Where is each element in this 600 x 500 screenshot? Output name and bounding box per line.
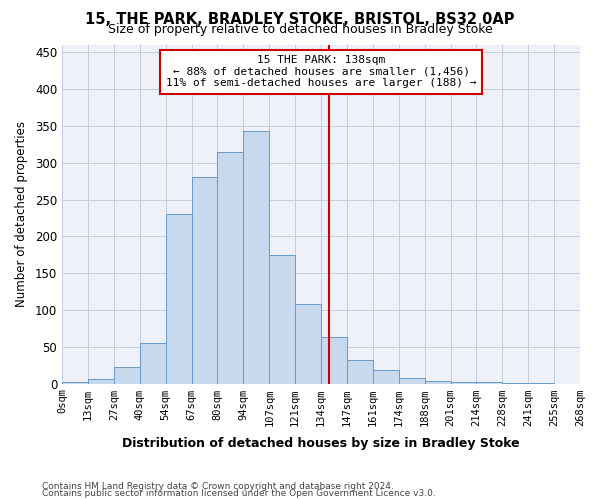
Bar (528, 383, 554, 384)
Bar (425, 380, 451, 384)
Bar (269, 254, 295, 384)
Bar (88, 379, 114, 384)
Bar (321, 337, 347, 384)
Bar (451, 382, 476, 384)
Y-axis label: Number of detached properties: Number of detached properties (15, 122, 28, 308)
Bar (244, 131, 269, 384)
Text: 15, THE PARK, BRADLEY STOKE, BRISTOL, BS32 0AP: 15, THE PARK, BRADLEY STOKE, BRISTOL, BS… (85, 12, 515, 28)
Bar (166, 214, 191, 384)
Bar (399, 378, 425, 384)
Text: Contains public sector information licensed under the Open Government Licence v3: Contains public sector information licen… (42, 488, 436, 498)
Bar (373, 370, 399, 384)
Text: Size of property relative to detached houses in Bradley Stoke: Size of property relative to detached ho… (107, 22, 493, 36)
Bar (140, 343, 166, 384)
Bar (62, 382, 88, 384)
Bar (476, 382, 502, 384)
Bar (217, 152, 244, 384)
Text: 15 THE PARK: 138sqm
← 88% of detached houses are smaller (1,456)
11% of semi-det: 15 THE PARK: 138sqm ← 88% of detached ho… (166, 55, 476, 88)
Bar (191, 178, 217, 384)
Bar (502, 383, 528, 384)
Bar (347, 360, 373, 384)
Bar (295, 304, 321, 384)
X-axis label: Distribution of detached houses by size in Bradley Stoke: Distribution of detached houses by size … (122, 437, 520, 450)
Bar (114, 368, 140, 384)
Text: Contains HM Land Registry data © Crown copyright and database right 2024.: Contains HM Land Registry data © Crown c… (42, 482, 394, 491)
